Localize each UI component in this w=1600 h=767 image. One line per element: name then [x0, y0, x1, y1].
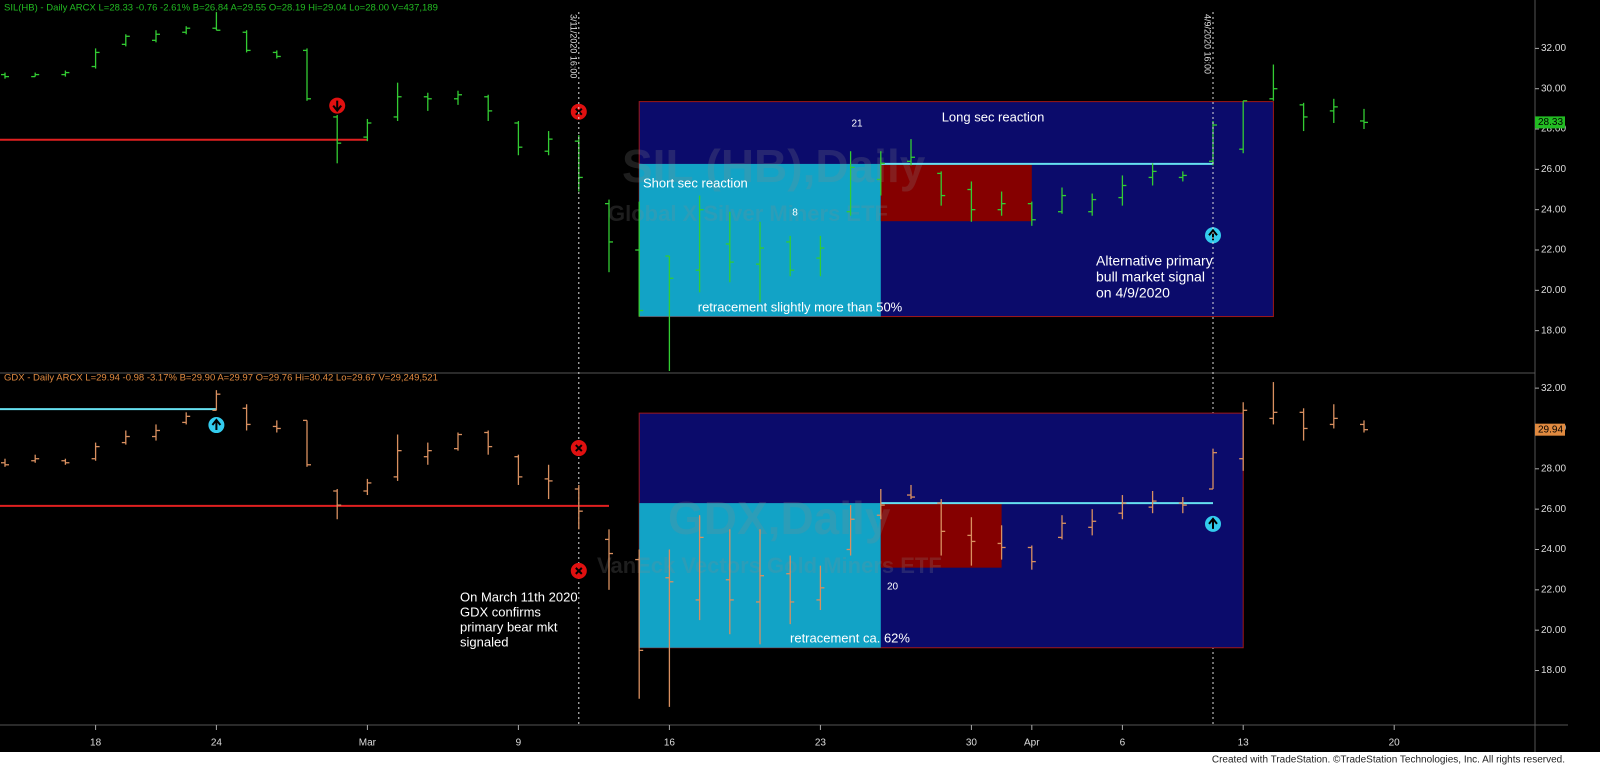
footer: Created with TradeStation. ©TradeStation…: [1212, 755, 1565, 766]
signal-glyph: [332, 100, 342, 113]
time-marker-label: 3/11/2020 16:00: [568, 14, 578, 78]
annotation: 20: [887, 582, 899, 593]
y-tick-label: 26.00: [1541, 164, 1566, 175]
y-tick-label: 26.00: [1541, 504, 1566, 515]
y-tick-label: 28.00: [1541, 124, 1566, 135]
signal: [570, 440, 587, 457]
signal: [329, 97, 346, 114]
y-tick-label: 30.00: [1541, 83, 1566, 94]
y-tick-label: 22.00: [1541, 245, 1566, 256]
y-tick-label: 28.00: [1541, 463, 1566, 474]
watermark: VanEck Vectors Gold Miners ETF: [597, 553, 942, 578]
annotation: primary bear mkt: [460, 619, 558, 634]
annotation: bull market signal: [1096, 269, 1205, 285]
y-tick-label: 24.00: [1541, 544, 1566, 555]
y-tick-label: 20.00: [1541, 625, 1566, 636]
watermark: Global X Silver Miners ETF: [608, 201, 888, 226]
annotation: signaled: [460, 634, 508, 649]
box: [880, 163, 1032, 222]
x-tick-label: 6: [1120, 738, 1126, 749]
y-tick-label: 32.00: [1541, 43, 1566, 54]
y-tick-label: 20.00: [1541, 285, 1566, 296]
time-marker-label: 4/9/2020 16:00: [1203, 14, 1213, 74]
annotation: GDX confirms: [460, 604, 541, 619]
x-tick-label: 18: [90, 738, 102, 749]
y-tick-label: 24.00: [1541, 204, 1566, 215]
watermark: GDX,Daily: [668, 492, 891, 544]
x-tick-label: 30: [966, 738, 978, 749]
last-price-box: [1535, 423, 1565, 436]
y-tick-label: 18.00: [1541, 665, 1566, 676]
x-tick-label: 24: [211, 738, 223, 749]
x-tick-label: 23: [815, 738, 827, 749]
y-tick-label: 22.00: [1541, 584, 1566, 595]
watermark: SIL (HB),Daily: [622, 140, 926, 192]
x-tick-label: 13: [1238, 738, 1250, 749]
x-tick-label: 16: [664, 738, 676, 749]
y-tick-label: 18.00: [1541, 325, 1566, 336]
signal-glyph: [575, 107, 583, 116]
x-tick-label: Apr: [1024, 738, 1040, 749]
annotation: Long sec reaction: [942, 109, 1045, 124]
annotation: on 4/9/2020: [1096, 285, 1170, 301]
last-price: 29.94: [1538, 424, 1563, 435]
last-price: 28.33: [1538, 117, 1563, 128]
x-tick-label: 20: [1389, 738, 1401, 749]
signal: [570, 562, 587, 579]
signal: [208, 417, 225, 434]
panel-header: SIL(HB) - Daily ARCX L=28.33 -0.76 -2.61…: [4, 3, 438, 14]
annotation: On March 11th 2020: [460, 589, 578, 604]
annotation: Alternative primary: [1096, 253, 1213, 269]
last-price-box: [1535, 116, 1565, 129]
signal: [570, 103, 587, 120]
signal-glyph: [1208, 517, 1218, 529]
signal-glyph: [575, 567, 583, 575]
annotation: 21: [851, 119, 863, 130]
annotation: Short sec reaction: [643, 175, 748, 190]
y-tick-label: 32.00: [1541, 383, 1566, 394]
panel-header: GDX - Daily ARCX L=29.94 -0.98 -3.17% B=…: [4, 373, 438, 384]
signal-glyph: [211, 418, 222, 431]
annotation: retracement slightly more than 50%: [698, 299, 903, 314]
x-tick-label: 9: [516, 738, 522, 749]
x-tick-label: Mar: [359, 738, 377, 749]
signal: [1205, 515, 1221, 532]
footer-strip: [0, 752, 1600, 767]
signal-glyph: [575, 444, 583, 452]
annotation: retracement ca. 62%: [790, 630, 910, 645]
signal: [1205, 227, 1221, 244]
annotation: 8: [792, 208, 798, 219]
